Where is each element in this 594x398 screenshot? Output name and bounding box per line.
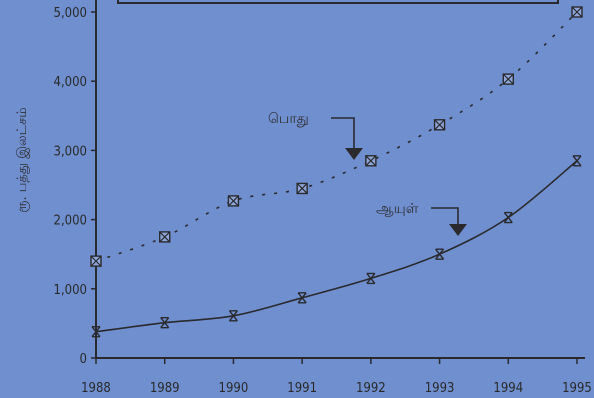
marker-cross bbox=[296, 183, 308, 194]
marker-hourglass bbox=[91, 326, 101, 338]
x-tick-label: 1995 bbox=[562, 381, 592, 396]
data-point-marker bbox=[297, 292, 307, 304]
series-layer bbox=[90, 6, 583, 338]
y-tick-label: 4,000 bbox=[54, 75, 87, 90]
x-tick-label: 1988 bbox=[81, 381, 111, 396]
annotation-arrowhead-podhu bbox=[345, 148, 363, 160]
marker-cross bbox=[159, 231, 171, 243]
data-point-marker bbox=[91, 326, 101, 338]
data-point-marker bbox=[503, 211, 513, 224]
x-tick-label: 1994 bbox=[493, 381, 523, 396]
annotation-arrow-ayul bbox=[431, 207, 459, 224]
marker-hourglass bbox=[435, 248, 445, 260]
marker-cross bbox=[571, 6, 583, 18]
y-tick-label: 5,000 bbox=[54, 6, 87, 21]
data-point-marker bbox=[296, 182, 308, 195]
annotation-arrow-podhu bbox=[331, 117, 355, 148]
y-axis-label: ரூ. பத்து இலட்சம் bbox=[15, 107, 30, 212]
title-bar-edge bbox=[117, 0, 559, 4]
y-tick-label: 0 bbox=[80, 352, 87, 367]
data-point-marker bbox=[572, 155, 582, 167]
y-tick-label: 1,000 bbox=[54, 283, 87, 298]
data-point-marker bbox=[435, 248, 445, 260]
y-tick-label: 3,000 bbox=[54, 144, 87, 159]
marker-hourglass bbox=[503, 211, 513, 224]
marker-cross bbox=[434, 119, 445, 131]
series-line-1 bbox=[95, 11, 578, 262]
x-tick-label: 1993 bbox=[425, 381, 455, 396]
x-tick-label: 1990 bbox=[219, 381, 249, 396]
axis-ticks: 0 1,000 2,000 3,000 4,000 5,000 1988 1989 1990 19… bbox=[54, 6, 592, 396]
marker-hourglass bbox=[297, 292, 307, 304]
data-point-marker bbox=[571, 6, 583, 18]
marker-hourglass bbox=[572, 155, 582, 167]
marker-hourglass bbox=[228, 310, 238, 322]
marker-cross bbox=[502, 73, 514, 85]
data-point-marker bbox=[160, 317, 170, 329]
marker-hourglass bbox=[366, 272, 376, 285]
marker-hourglass bbox=[160, 317, 170, 329]
marker-cross bbox=[365, 155, 377, 167]
annotation-label-ayul: ஆயுள் bbox=[376, 201, 419, 217]
data-point-marker bbox=[433, 119, 446, 131]
data-point-marker bbox=[159, 231, 171, 243]
data-point-marker bbox=[227, 195, 240, 207]
data-point-marker bbox=[90, 255, 102, 267]
x-tick-label: 1992 bbox=[356, 381, 386, 396]
marker-cross bbox=[228, 195, 239, 207]
data-point-marker bbox=[502, 73, 514, 85]
annotation-label-podhu: பொது bbox=[268, 111, 309, 127]
y-tick-label: 2,000 bbox=[54, 214, 87, 229]
data-point-marker bbox=[365, 155, 377, 167]
data-point-marker bbox=[228, 310, 238, 322]
annotation-arrowhead-ayul bbox=[449, 224, 467, 236]
data-point-marker bbox=[366, 272, 376, 285]
marker-cross bbox=[90, 255, 102, 267]
x-tick-label: 1989 bbox=[150, 381, 180, 396]
x-tick-label: 1991 bbox=[287, 381, 317, 396]
